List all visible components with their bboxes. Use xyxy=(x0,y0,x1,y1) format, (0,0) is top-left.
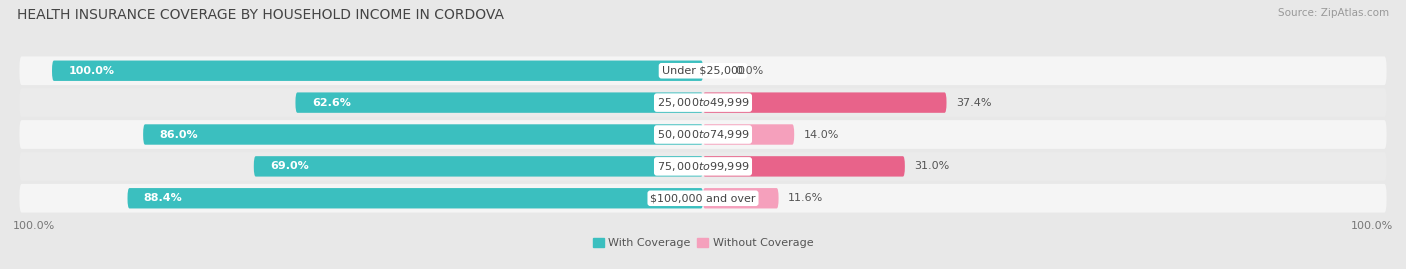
Legend: With Coverage, Without Coverage: With Coverage, Without Coverage xyxy=(588,233,818,253)
Text: 37.4%: 37.4% xyxy=(956,98,991,108)
FancyBboxPatch shape xyxy=(703,124,794,145)
FancyBboxPatch shape xyxy=(20,184,1386,213)
Text: $75,000 to $99,999: $75,000 to $99,999 xyxy=(657,160,749,173)
Text: 62.6%: 62.6% xyxy=(312,98,350,108)
Text: 88.4%: 88.4% xyxy=(143,193,183,203)
FancyBboxPatch shape xyxy=(143,124,703,145)
FancyBboxPatch shape xyxy=(703,156,905,176)
Text: 0.0%: 0.0% xyxy=(735,66,763,76)
Text: 86.0%: 86.0% xyxy=(159,129,198,140)
Text: $25,000 to $49,999: $25,000 to $49,999 xyxy=(657,96,749,109)
Text: $100,000 and over: $100,000 and over xyxy=(650,193,756,203)
Text: 31.0%: 31.0% xyxy=(914,161,950,171)
FancyBboxPatch shape xyxy=(254,156,703,176)
FancyBboxPatch shape xyxy=(20,88,1386,117)
FancyBboxPatch shape xyxy=(703,93,946,113)
Text: 11.6%: 11.6% xyxy=(789,193,824,203)
FancyBboxPatch shape xyxy=(703,188,779,208)
FancyBboxPatch shape xyxy=(20,152,1386,181)
Text: $50,000 to $74,999: $50,000 to $74,999 xyxy=(657,128,749,141)
Text: 100.0%: 100.0% xyxy=(13,221,55,231)
Text: 100.0%: 100.0% xyxy=(1351,221,1393,231)
FancyBboxPatch shape xyxy=(52,61,703,81)
Text: HEALTH INSURANCE COVERAGE BY HOUSEHOLD INCOME IN CORDOVA: HEALTH INSURANCE COVERAGE BY HOUSEHOLD I… xyxy=(17,8,503,22)
Text: 100.0%: 100.0% xyxy=(69,66,114,76)
FancyBboxPatch shape xyxy=(20,120,1386,149)
FancyBboxPatch shape xyxy=(295,93,703,113)
Text: Source: ZipAtlas.com: Source: ZipAtlas.com xyxy=(1278,8,1389,18)
FancyBboxPatch shape xyxy=(128,188,703,208)
FancyBboxPatch shape xyxy=(20,56,1386,85)
Text: 14.0%: 14.0% xyxy=(804,129,839,140)
Text: 69.0%: 69.0% xyxy=(270,161,309,171)
Text: Under $25,000: Under $25,000 xyxy=(661,66,745,76)
